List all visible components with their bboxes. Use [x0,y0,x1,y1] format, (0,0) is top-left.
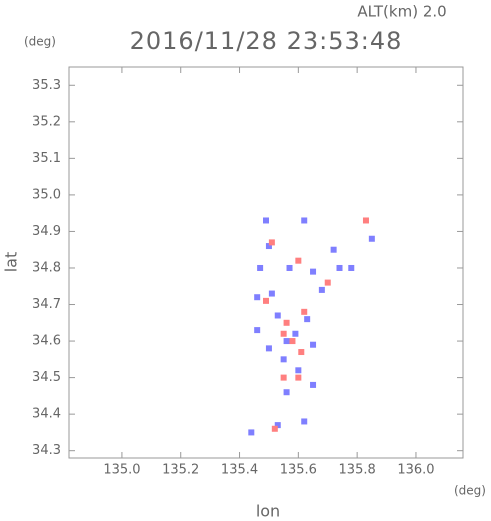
echo-point [310,341,317,348]
echo-point [271,425,278,432]
x-unit: (deg) [454,484,486,498]
x-tick-label: 135.2 [162,463,199,478]
echo-point [283,338,290,345]
echo-point [336,264,343,271]
echo-point [268,239,275,246]
x-tick-label: 135.6 [280,463,317,478]
echo-point [254,327,261,334]
y-tick-label: 34.9 [32,224,61,239]
echo-point [280,356,287,363]
echo-point [362,217,369,224]
echo-point [295,367,302,374]
y-tick-label: 35.3 [32,78,61,93]
echo-point [265,345,272,352]
echo-point [348,264,355,271]
echo-point [368,235,375,242]
x-tick-label: 135.8 [339,463,376,478]
echo-point [283,319,290,326]
y-tick-label: 34.8 [32,260,61,275]
x-axis-label: lon [256,502,280,521]
x-tick-label: 136.0 [397,463,434,478]
echo-point [310,268,317,275]
altitude: ALT(km) 2.0 [357,3,446,21]
echo-point [280,374,287,381]
echo-point [248,429,255,436]
echo-point [318,286,325,293]
echo-point [268,290,275,297]
echo-point [310,381,317,388]
echo-point [298,349,305,356]
echo-point [274,312,281,319]
y-tick-label: 34.3 [32,443,61,458]
y-tick-label: 35.2 [32,114,61,129]
echo-point [301,217,308,224]
y-tick-label: 35.1 [32,151,61,166]
echo-point [283,389,290,396]
echo-point [280,330,287,337]
echo-point [295,257,302,264]
x-tick-label: 135.4 [221,463,258,478]
echo-point [324,279,331,286]
echo-point [301,418,308,425]
echo-point [292,330,299,337]
echo-point [295,374,302,381]
echo-point [330,246,337,253]
y-unit: (deg) [24,35,56,49]
echo-point [254,294,261,301]
y-tick-label: 34.7 [32,297,61,312]
chart-title: 2016/11/28 23:53:48 [130,27,403,55]
y-tick-label: 34.5 [32,370,61,385]
echo-point [263,297,269,304]
echo-point [304,316,311,323]
echo-point [289,338,296,345]
echo-point [274,422,281,429]
echo-point [263,217,269,224]
y-tick-label: 34.4 [32,407,61,422]
echo-point [257,264,264,271]
x-tick-label: 135.0 [103,463,140,478]
y-tick-label: 34.6 [32,334,61,349]
echo-point [301,308,308,315]
plot-frame [68,66,464,459]
y-tick-label: 35.0 [32,187,61,202]
echo-point [265,243,272,250]
y-axis-label: lat [2,252,21,273]
echo-point [286,264,293,271]
